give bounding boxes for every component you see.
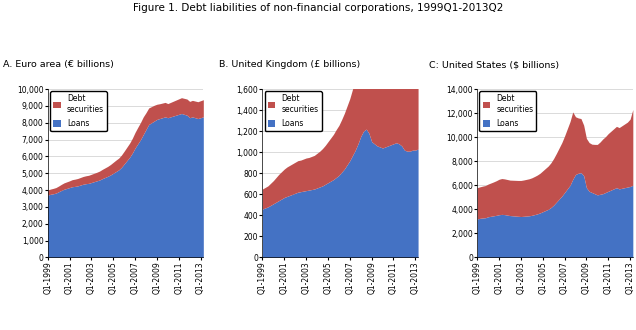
Legend: Debt
securities, Loans: Debt securities, Loans — [480, 91, 537, 131]
Legend: Debt
securities, Loans: Debt securities, Loans — [50, 91, 107, 131]
Legend: Debt
securities, Loans: Debt securities, Loans — [265, 91, 322, 131]
Text: C: United States ($ billions): C: United States ($ billions) — [429, 60, 560, 69]
Text: Figure 1. Debt liabilities of non-financial corporations, 1999Q1-2013Q2: Figure 1. Debt liabilities of non-financ… — [133, 3, 503, 13]
Text: A. Euro area (€ billions): A. Euro area (€ billions) — [3, 60, 114, 69]
Text: B. United Kingdom (£ billions): B. United Kingdom (£ billions) — [219, 60, 361, 69]
